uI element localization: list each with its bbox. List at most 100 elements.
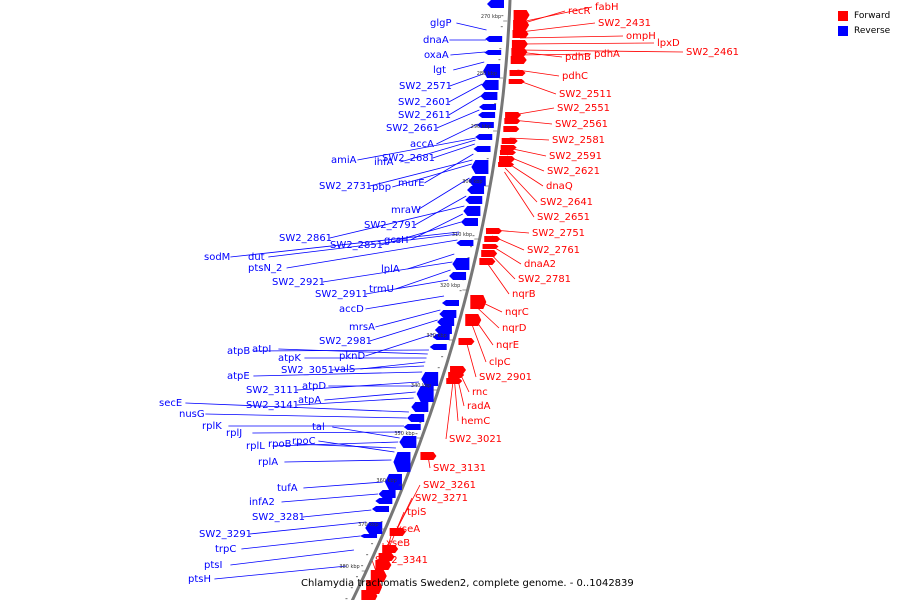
reverse-gene — [481, 80, 499, 90]
reverse-gene-label: trmU — [369, 284, 394, 295]
reverse-connector — [294, 443, 396, 449]
forward-gene — [513, 20, 530, 30]
reverse-connector — [286, 239, 458, 269]
forward-swatch — [838, 10, 848, 21]
forward-gene — [484, 236, 501, 242]
reverse-gene-label: pknD — [339, 351, 365, 362]
reverse-gene-label: ptsN_2 — [248, 263, 282, 274]
forward-gene — [513, 10, 530, 20]
forward-gene-label: pdhB — [565, 52, 591, 63]
forward-gene-label: SW2_3131 — [433, 463, 486, 474]
reverse-gene — [480, 92, 498, 100]
forward-gene — [481, 250, 498, 257]
reverse-gene-label: SW2_2681 — [382, 153, 435, 164]
forward-gene-label: SW2_2431 — [598, 18, 651, 29]
forward-gene-label: lpxD — [657, 38, 680, 49]
reverse-gene — [393, 452, 411, 472]
forward-connector — [520, 22, 596, 33]
reverse-gene — [484, 50, 502, 55]
reverse-gene-label: trpC — [215, 544, 236, 555]
reverse-connector — [357, 137, 476, 161]
reverse-gene — [384, 474, 402, 490]
reverse-connector — [369, 159, 473, 187]
forward-gene — [505, 112, 522, 118]
reverse-gene — [429, 344, 447, 350]
reverse-connector — [322, 261, 453, 283]
forward-gene-label: SW2_3271 — [415, 493, 468, 504]
forward-gene-label: fabH — [595, 2, 619, 13]
position-dot — [441, 356, 444, 358]
reverse-gene-label: SW2_2661 — [386, 123, 439, 134]
forward-gene — [370, 570, 387, 582]
reverse-connector — [400, 139, 476, 163]
reverse-gene-label: SW2_2861 — [279, 233, 332, 244]
legend: Forward Reverse — [838, 8, 890, 38]
forward-connector — [509, 137, 550, 141]
reverse-connector — [205, 413, 407, 419]
reverse-connector — [278, 348, 428, 355]
reverse-connector — [332, 426, 400, 439]
reverse-gene-label: lgt — [433, 65, 446, 76]
reverse-connector — [303, 481, 383, 489]
reverse-connector — [450, 51, 486, 56]
position-dot — [459, 290, 462, 292]
tick-label: 290 kbp — [471, 124, 491, 130]
forward-gene — [499, 150, 516, 155]
reverse-gene — [483, 64, 501, 78]
reverse-connector — [360, 361, 426, 370]
reverse-gene — [473, 146, 491, 152]
forward-gene-label: rnc — [472, 387, 488, 398]
forward-gene-label: xseB — [386, 538, 410, 549]
forward-connector — [519, 42, 655, 45]
forward-gene-label: dnaA2 — [524, 259, 556, 270]
reverse-gene-label: nusG — [179, 409, 205, 420]
reverse-connector — [417, 177, 470, 211]
reverse-connector — [329, 205, 465, 239]
position-dot — [499, 48, 502, 50]
forward-connector — [520, 35, 624, 39]
reverse-gene-label: rplL — [246, 441, 265, 452]
reverse-gene — [476, 122, 494, 128]
reverse-gene-label: oxaA — [424, 50, 449, 61]
position-dot — [467, 257, 470, 259]
position-dot — [355, 576, 358, 578]
reverse-connector — [302, 509, 372, 518]
genome-backbone — [350, 0, 512, 600]
reverse-swatch — [838, 25, 848, 36]
forward-gene-label: SW2_2551 — [557, 103, 610, 114]
reverse-gene-label: SW2_3281 — [252, 512, 305, 523]
reverse-gene — [421, 372, 439, 386]
reverse-gene-label: sodM — [204, 252, 230, 263]
forward-gene — [446, 378, 463, 384]
reverse-gene-label: ptsH — [188, 574, 211, 585]
forward-gene-label: SW2_2901 — [479, 372, 532, 383]
reverse-gene — [378, 490, 396, 498]
reverse-gene — [468, 176, 486, 186]
forward-gene-label: SW2_3341 — [375, 555, 428, 566]
forward-gene-label: tpiS — [407, 507, 426, 518]
reverse-gene-label: atpE — [227, 371, 250, 382]
forward-gene — [485, 228, 502, 234]
forward-connector — [486, 261, 510, 295]
reverse-gene-label: atpI — [252, 344, 271, 355]
forward-gene-label: SW2_2651 — [537, 212, 590, 223]
forward-connector — [508, 147, 547, 157]
position-dot — [494, 103, 497, 105]
forward-gene — [511, 48, 528, 56]
forward-gene-label: SW2_3021 — [449, 434, 502, 445]
reverse-gene-label: atpD — [302, 381, 326, 392]
forward-gene-label: nqrC — [505, 307, 529, 318]
forward-gene-label: SW2_2511 — [559, 89, 612, 100]
reverse-connector — [432, 143, 475, 159]
forward-gene-label: SW2_2751 — [532, 228, 585, 239]
reverse-gene-label: accD — [339, 304, 364, 315]
forward-connector — [445, 381, 454, 440]
reverse-gene-label: infA2 — [249, 497, 275, 508]
reverse-gene — [375, 498, 393, 504]
reverse-gene-label: atpK — [278, 353, 301, 364]
reverse-gene-label: rplA — [258, 457, 278, 468]
position-dot — [470, 246, 473, 248]
reverse-gene-label: secE — [159, 398, 182, 409]
reverse-gene — [475, 134, 493, 140]
